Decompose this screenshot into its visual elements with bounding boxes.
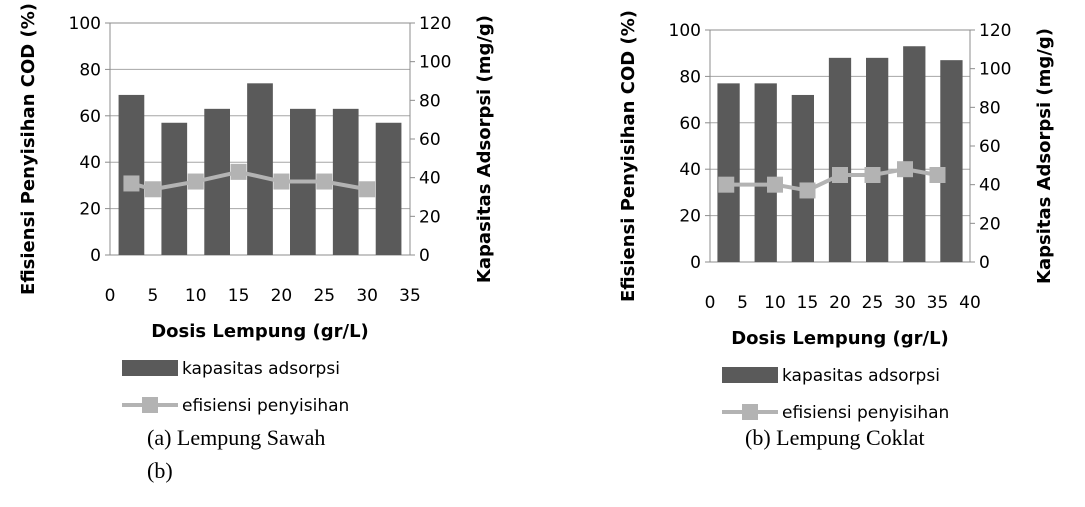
chart-b-legend-line-label: efisiensi penyisihan [782, 403, 949, 423]
chart-b-y2-axis-title: Kapsitas Adsorpsi (mg/g) [1034, 28, 1055, 284]
chart-b-line-marker [799, 182, 816, 199]
chart-a-y2-tick-label: 40 [419, 169, 441, 189]
chart-a-y-tick-label: 40 [79, 153, 101, 173]
chart-b-line-marker [864, 167, 881, 183]
chart-a-bar [247, 83, 273, 255]
chart-b-y-tick-label: 40 [679, 160, 701, 180]
chart-a-bar [118, 94, 145, 255]
chart-b-y2-tick-label: 100 [979, 60, 1011, 80]
chart-b-line-marker [767, 176, 783, 193]
chart-b-y2-tick-label: 120 [979, 21, 1011, 41]
chart-b-x-tick-label: 15 [797, 293, 819, 313]
caption-b: (b) Lempung Coklat [745, 425, 925, 450]
chart-a-y2-tick-label: 120 [419, 14, 451, 34]
chart-b-x-tick-label: 5 [737, 293, 748, 313]
chart-b-line-marker [897, 161, 913, 178]
chart-a-x-tick-label: 5 [147, 286, 158, 306]
chart-b-x-tick-label: 30 [894, 293, 916, 313]
chart-a-y-tick-label: 80 [79, 60, 101, 80]
chart-b-x-tick-label: 40 [959, 293, 981, 313]
chart-a-y-tick-label: 60 [79, 107, 101, 127]
chart-b-line-marker [718, 176, 735, 193]
chart-b-x-axis-title: Dosis Lempung (gr/L) [731, 328, 949, 349]
chart-a-line-marker [144, 181, 161, 198]
chart-b-y2-tick-label: 20 [979, 214, 1001, 234]
chart-a-x-tick-label: 25 [313, 286, 335, 306]
chart-a-y2-tick-label: 100 [419, 53, 451, 73]
chart-a-line-marker [187, 173, 204, 190]
chart-b-legend-line-marker [742, 404, 758, 420]
chart-a-y-tick-label: 20 [79, 200, 101, 220]
chart-b-x-tick-label: 0 [705, 293, 716, 313]
chart-a-line-marker [316, 173, 333, 190]
caption-a: (a) Lempung Sawah [147, 425, 326, 450]
chart-a-legend-bar-swatch [122, 360, 178, 376]
chart-a-y2-tick-label: 20 [419, 207, 441, 227]
chart-a-x-tick-label: 15 [228, 286, 250, 306]
chart-b-y-tick-label: 60 [679, 114, 701, 134]
chart-b-x-tick-label: 10 [764, 293, 786, 313]
chart-a-y2-tick-label: 60 [419, 130, 441, 150]
chart-b-legend-bar-label: kapasitas adsorpsi [782, 366, 940, 386]
chart-a-bar [204, 108, 230, 255]
chart-b-x-tick-label: 20 [829, 293, 851, 313]
chart-a-x-tick-label: 20 [271, 286, 293, 306]
chart-b-x-tick-label: 25 [862, 293, 884, 313]
chart-a-x-axis-title: Dosis Lempung (gr/L) [151, 321, 369, 342]
chart-a-x-tick-label: 35 [399, 286, 421, 306]
chart-b-y-axis-title: Efisiensi Penyisihan COD (%) [618, 10, 639, 302]
chart-a-legend-bar-label: kapasitas adsorpsi [182, 359, 340, 379]
chart-a-line-marker [123, 175, 140, 192]
chart-b-bar [940, 60, 963, 262]
chart-b-x-tick-label: 35 [927, 293, 949, 313]
chart-b-line-marker [929, 167, 946, 183]
chart-a-legend-line-marker [142, 397, 158, 413]
chart-a-line-marker [359, 181, 376, 198]
chart-b-bar [754, 83, 777, 262]
chart-a-y-tick-label: 100 [69, 14, 101, 34]
chart-a-y2-axis-title: Kapasitas Adsorpsi (mg/g) [474, 15, 495, 283]
chart-a-y2-tick-label: 80 [419, 91, 441, 111]
chart-b-bar [866, 57, 889, 263]
chart-b-bar [903, 46, 926, 262]
chart-b-y2-tick-label: 0 [979, 253, 990, 273]
caption-a-b: (b) [147, 458, 173, 483]
chart-b-y2-tick-label: 80 [979, 98, 1001, 118]
chart-a-y-axis-title: Efisiensi Penyisihan COD (%) [18, 3, 39, 295]
chart-b-y-tick-label: 100 [669, 21, 701, 41]
chart-a-y-tick-label: 0 [90, 246, 101, 266]
chart-a-x-tick-label: 0 [105, 286, 116, 306]
chart-b-legend-bar-swatch [722, 367, 778, 383]
chart-b-bar [791, 94, 814, 263]
chart-b-bar [717, 83, 740, 262]
chart-b-y2-tick-label: 60 [979, 137, 1001, 157]
chart-a-y2-tick-label: 0 [419, 246, 430, 266]
chart-b-bar [828, 57, 852, 263]
chart-a-x-tick-label: 30 [356, 286, 378, 306]
chart-b-y2-tick-label: 40 [979, 176, 1001, 196]
chart-b-y-tick-label: 0 [690, 253, 701, 273]
chart-a-line-marker [273, 173, 290, 190]
chart-a-line-marker [230, 163, 247, 180]
chart-a-legend-line-label: efisiensi penyisihan [182, 396, 349, 416]
chart-a-x-tick-label: 10 [185, 286, 207, 306]
chart-a-bar [375, 122, 402, 255]
chart-b-line-marker [832, 167, 848, 183]
chart-b-y-tick-label: 20 [679, 207, 701, 227]
chart-b-y-tick-label: 80 [679, 67, 701, 87]
